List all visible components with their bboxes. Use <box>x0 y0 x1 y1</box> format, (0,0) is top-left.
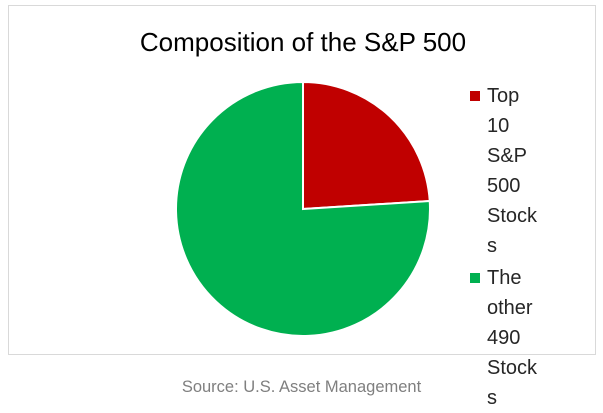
legend-swatch-other <box>470 273 480 283</box>
legend-label-other: The other 490 Stocks <box>487 267 538 409</box>
legend: Top 10 S&P 500 Stocks The other 490 Stoc… <box>467 81 587 413</box>
legend-item-other: The other 490 Stocks <box>467 263 587 413</box>
pie-chart <box>175 80 431 337</box>
legend-item-top10: Top 10 S&P 500 Stocks <box>467 81 587 261</box>
pie-slice-top10 <box>302 80 431 211</box>
legend-label-top10: Top 10 S&P 500 Stocks <box>487 85 538 257</box>
chart-area: Composition of the S&P 500 Top 10 S&P 50… <box>8 5 596 409</box>
chart-title: Composition of the S&P 500 <box>139 27 467 57</box>
pie-slice-other <box>175 80 431 337</box>
legend-swatch-top10 <box>470 91 480 101</box>
source-caption: Source: U.S. Asset Management <box>181 378 422 396</box>
